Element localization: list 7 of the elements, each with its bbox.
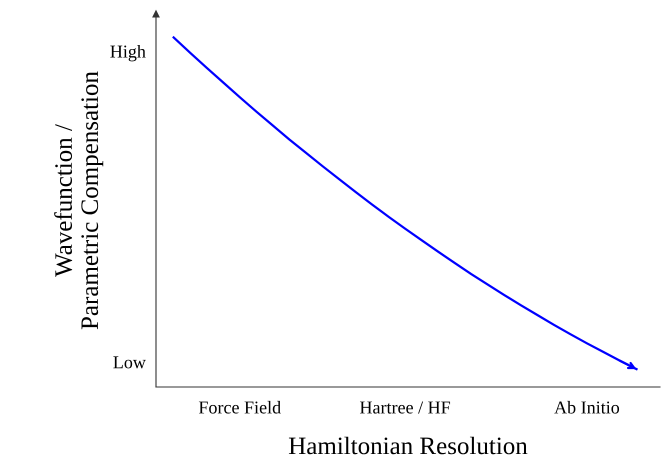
x-axis-title: Hamiltonian Resolution	[288, 436, 528, 454]
text: Low	[113, 356, 146, 368]
x-tick-label: Force Field	[198, 400, 281, 414]
y-axis-title: Wavefunction / Parametric Compensation	[54, 71, 104, 330]
x-tick-label: Ab Initio	[554, 400, 620, 414]
x-tick-label: Hartree / HF	[360, 402, 450, 414]
text: High	[110, 44, 146, 62]
